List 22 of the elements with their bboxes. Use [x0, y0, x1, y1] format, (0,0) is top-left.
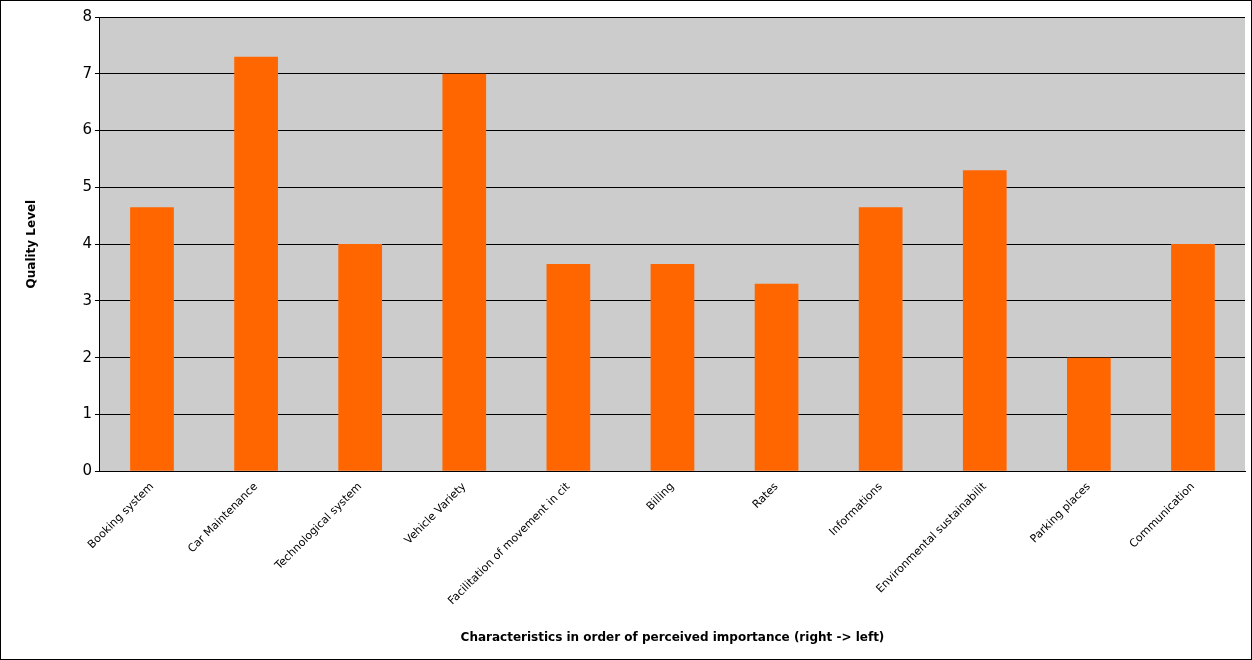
- y-tick-label: 5: [82, 177, 92, 196]
- y-tick-label: 0: [82, 461, 92, 480]
- bar: [962, 170, 1007, 471]
- bar: [1171, 244, 1215, 471]
- y-tick-label: 8: [82, 6, 92, 25]
- bar: [130, 207, 174, 471]
- bar: [234, 56, 278, 471]
- x-axis-title: Characteristics in order of perceived importance (right -> left): [460, 629, 885, 644]
- bar: [442, 73, 487, 471]
- bar: [858, 207, 903, 471]
- bar: [1067, 357, 1111, 471]
- y-tick-label: 3: [82, 290, 92, 309]
- y-tick-label: 4: [82, 234, 92, 253]
- bar: [754, 283, 799, 471]
- y-tick-label: 1: [82, 404, 92, 423]
- y-tick-label: 7: [82, 63, 92, 82]
- y-tick-label: 2: [82, 347, 92, 366]
- bar: [546, 263, 591, 471]
- y-tick-label: 6: [82, 120, 92, 139]
- y-axis-title: Quality Level: [24, 199, 39, 289]
- bar: [338, 244, 383, 471]
- bar: [650, 263, 695, 471]
